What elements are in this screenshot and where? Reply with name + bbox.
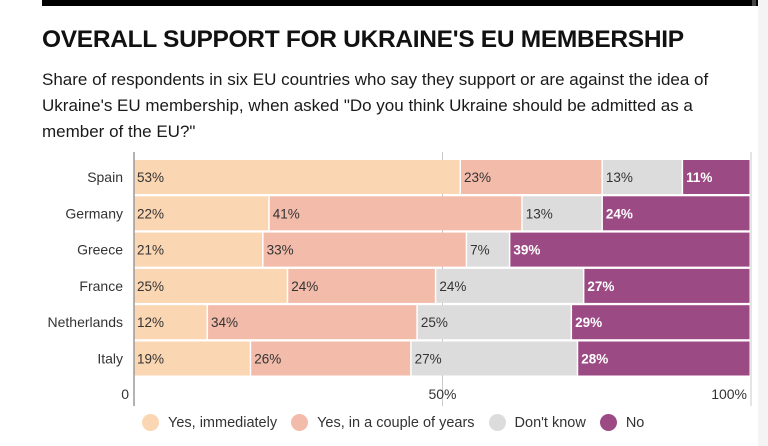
data-label: 27% (587, 279, 614, 294)
legend-swatch (142, 414, 159, 431)
bar-segment (602, 160, 682, 194)
chart-subtitle: Share of respondents in six EU countries… (42, 70, 709, 141)
data-label: 39% (513, 243, 540, 258)
top-rule (42, 0, 768, 6)
data-label: 26% (254, 352, 281, 367)
bar-segment (251, 341, 411, 376)
legend-item: No (599, 414, 645, 431)
data-label: 13% (526, 206, 553, 221)
category-label: Greece (77, 242, 123, 258)
legend-swatch (291, 414, 309, 431)
data-label: 22% (137, 206, 164, 221)
category-label: France (79, 278, 123, 294)
legend-label: Yes, in a couple of years (317, 414, 475, 431)
legend-swatch (488, 414, 506, 431)
category-label: Netherlands (48, 314, 124, 330)
category-label: Spain (87, 169, 123, 185)
bar-segment (263, 232, 466, 267)
data-label: 27% (415, 352, 442, 367)
data-label: 25% (137, 279, 164, 294)
data-label: 33% (267, 243, 294, 258)
data-label: 7% (470, 243, 490, 258)
data-label: 24% (606, 206, 633, 221)
legend-swatch (599, 414, 617, 431)
data-label: 28% (581, 352, 608, 367)
x-tick-label: 100% (711, 386, 747, 402)
category-label: Germany (65, 205, 123, 221)
bar-segment (683, 160, 750, 194)
bar-segment (134, 341, 250, 376)
legend-item: Yes, in a couple of years (291, 414, 475, 431)
bar-segment (461, 160, 602, 194)
chart-title: OVERALL SUPPORT FOR UKRAINE'S EU MEMBERS… (42, 26, 684, 53)
legend-label: Don't know (514, 414, 586, 431)
data-label: 24% (291, 279, 318, 294)
bar-segment (578, 341, 750, 376)
bar-segment (436, 268, 583, 303)
bar-segment (134, 160, 460, 194)
chart-legend: Yes, immediately Yes, in a couple of year… (142, 414, 658, 431)
data-label: 29% (575, 315, 602, 330)
bar-segment (510, 232, 750, 267)
bar-segment (269, 196, 522, 231)
legend-label: No (625, 414, 645, 431)
bar-segment (572, 305, 750, 340)
bar-segment (208, 305, 417, 340)
data-label: 24% (439, 279, 466, 294)
bar-segment (288, 268, 435, 303)
data-label: 13% (606, 170, 633, 185)
bar-segment (134, 232, 263, 267)
data-label: 53% (137, 170, 164, 185)
legend-item: Don't know (488, 414, 586, 431)
data-label: 21% (137, 243, 164, 258)
x-tick-label: 50% (428, 386, 456, 402)
bar-segment (602, 196, 750, 231)
data-label: 25% (421, 315, 448, 330)
scrollbar[interactable] (758, 0, 768, 446)
bar-segment (134, 305, 207, 340)
data-label: 23% (464, 170, 491, 185)
data-label: 11% (686, 170, 712, 185)
data-label: 12% (137, 315, 164, 330)
category-label: Italy (97, 351, 123, 367)
bar-segment (134, 196, 269, 231)
data-label: 34% (211, 315, 238, 330)
legend-item: Yes, immediately (142, 414, 277, 431)
bar-segment (522, 196, 602, 231)
bar-segment (134, 268, 287, 303)
bar-segment (467, 232, 509, 267)
data-label: 19% (137, 352, 164, 367)
bar-segment (411, 341, 577, 376)
legend-label: Yes, immediately (168, 414, 278, 431)
x-tick-label: 0 (121, 386, 129, 402)
bar-segment (417, 305, 571, 340)
data-label: 41% (273, 206, 300, 221)
bar-segment (584, 268, 750, 303)
